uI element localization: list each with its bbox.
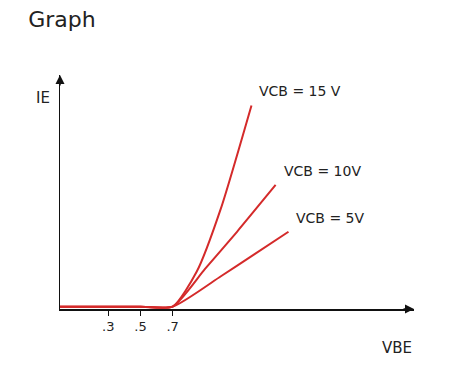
svg-text:VBE: VBE (382, 339, 412, 357)
svg-text:IE: IE (36, 89, 50, 107)
svg-text:VCB = 10V: VCB = 10V (284, 163, 361, 179)
svg-text:VCB = 5V: VCB = 5V (296, 210, 364, 226)
svg-text:.3: .3 (102, 319, 114, 334)
svg-text:Graph: Graph (28, 7, 95, 32)
svg-text:.5: .5 (134, 319, 146, 334)
svg-text:.7: .7 (166, 319, 178, 334)
svg-text:VCB = 15 V: VCB = 15 V (259, 83, 341, 99)
